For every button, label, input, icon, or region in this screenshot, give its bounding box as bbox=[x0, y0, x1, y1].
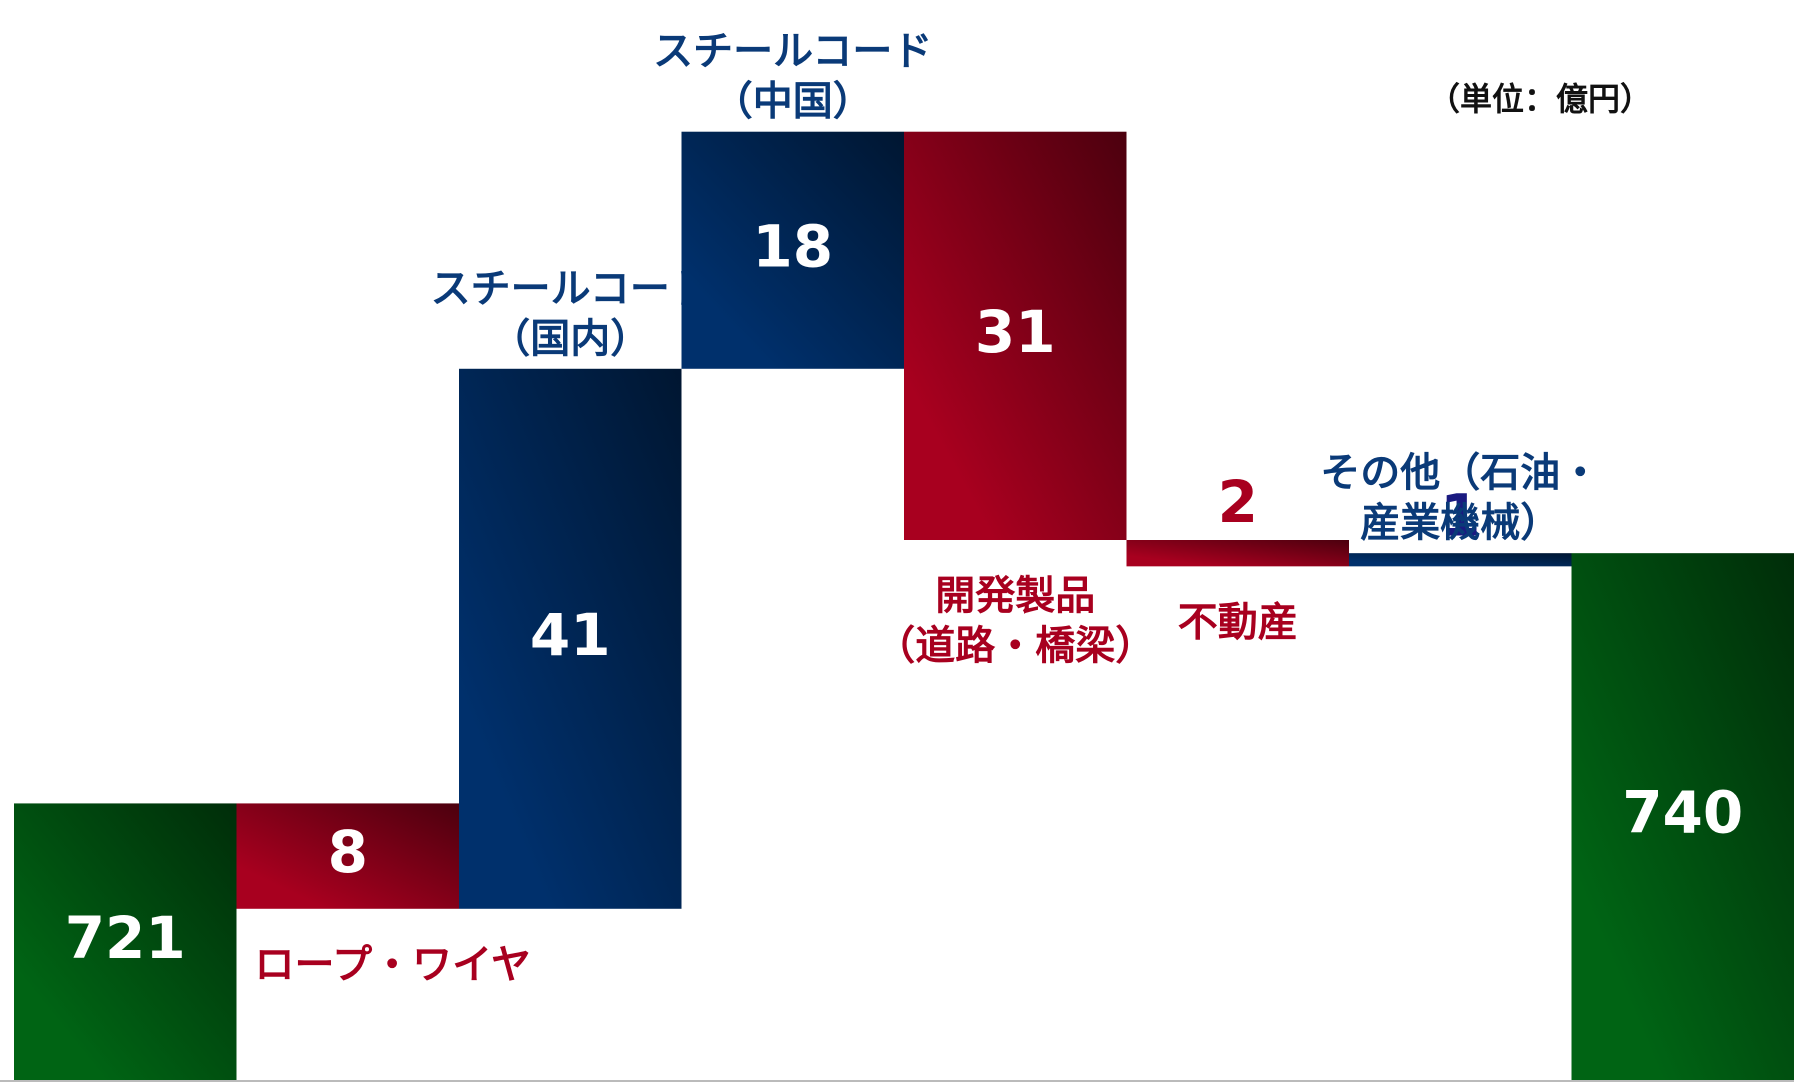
value-label: 2 bbox=[1218, 468, 1258, 536]
unit-note: （単位：億円） bbox=[1428, 80, 1652, 118]
value-label: 721 bbox=[65, 904, 186, 972]
category-label: 不動産 bbox=[1178, 599, 1298, 645]
bar bbox=[236, 803, 459, 909]
category-label: その他（石油・ bbox=[1320, 450, 1600, 496]
bar bbox=[1349, 553, 1572, 567]
category-label: ロープ・ワイヤ bbox=[255, 942, 531, 988]
category-label: （道路・橋梁） bbox=[875, 623, 1155, 669]
bar bbox=[904, 131, 1127, 540]
category-label: 産業機械） bbox=[1360, 500, 1560, 546]
category-label: （中国） bbox=[713, 79, 873, 125]
bar bbox=[681, 131, 904, 369]
value-label: 41 bbox=[530, 601, 611, 669]
category-label: スチールコード bbox=[653, 29, 932, 75]
bar bbox=[1126, 540, 1349, 567]
value-label: 740 bbox=[1622, 779, 1743, 847]
category-label: スチールコード bbox=[431, 266, 710, 312]
value-label: 18 bbox=[752, 212, 833, 280]
value-label: 8 bbox=[328, 818, 368, 886]
bar bbox=[14, 803, 237, 1080]
category-label: 開発製品 bbox=[935, 573, 1095, 619]
value-label: 31 bbox=[975, 298, 1056, 366]
category-label: （国内） bbox=[490, 316, 650, 362]
value-label: 1 bbox=[1440, 481, 1480, 549]
bar bbox=[459, 368, 682, 909]
bar bbox=[1571, 553, 1794, 1080]
